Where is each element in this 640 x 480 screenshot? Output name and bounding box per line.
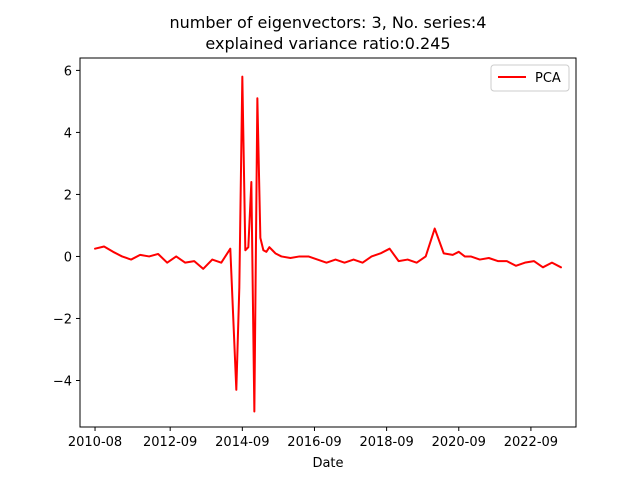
x-axis-ticks: 2010-08 2012-09 2014-09 2016-09 2018-09 2020-…	[68, 427, 558, 450]
series-line-pca	[94, 75, 562, 413]
x-axis-label: Date	[312, 456, 343, 471]
legend: PCA	[490, 64, 570, 92]
y-tick-label: −2	[53, 312, 72, 327]
plot-frame	[79, 57, 577, 428]
y-axis-ticks: −4 −2 0 2 4 6	[53, 64, 80, 389]
legend-label-pca: PCA	[535, 71, 561, 86]
x-tick-label: 2016-09	[287, 435, 341, 450]
y-tick-label: 6	[64, 64, 72, 79]
x-tick-label: 2020-09	[432, 435, 486, 450]
y-tick-label: 0	[64, 250, 72, 265]
chart-title-line2: explained variance ratio:0.245	[205, 34, 450, 53]
x-tick-label: 2018-09	[359, 435, 413, 450]
y-tick-label: 4	[64, 126, 72, 141]
y-tick-label: 2	[64, 188, 72, 203]
legend-box	[490, 64, 570, 92]
chart-title-line1: number of eigenvectors: 3, No. series:4	[170, 13, 487, 32]
x-tick-label: 2012-09	[143, 435, 197, 450]
series-layer	[94, 75, 562, 413]
x-tick-label: 2014-09	[215, 435, 269, 450]
plot-area	[80, 58, 576, 427]
x-tick-label: 2022-09	[504, 435, 558, 450]
y-tick-label: −4	[53, 374, 72, 389]
x-tick-label: 2010-08	[68, 435, 122, 450]
